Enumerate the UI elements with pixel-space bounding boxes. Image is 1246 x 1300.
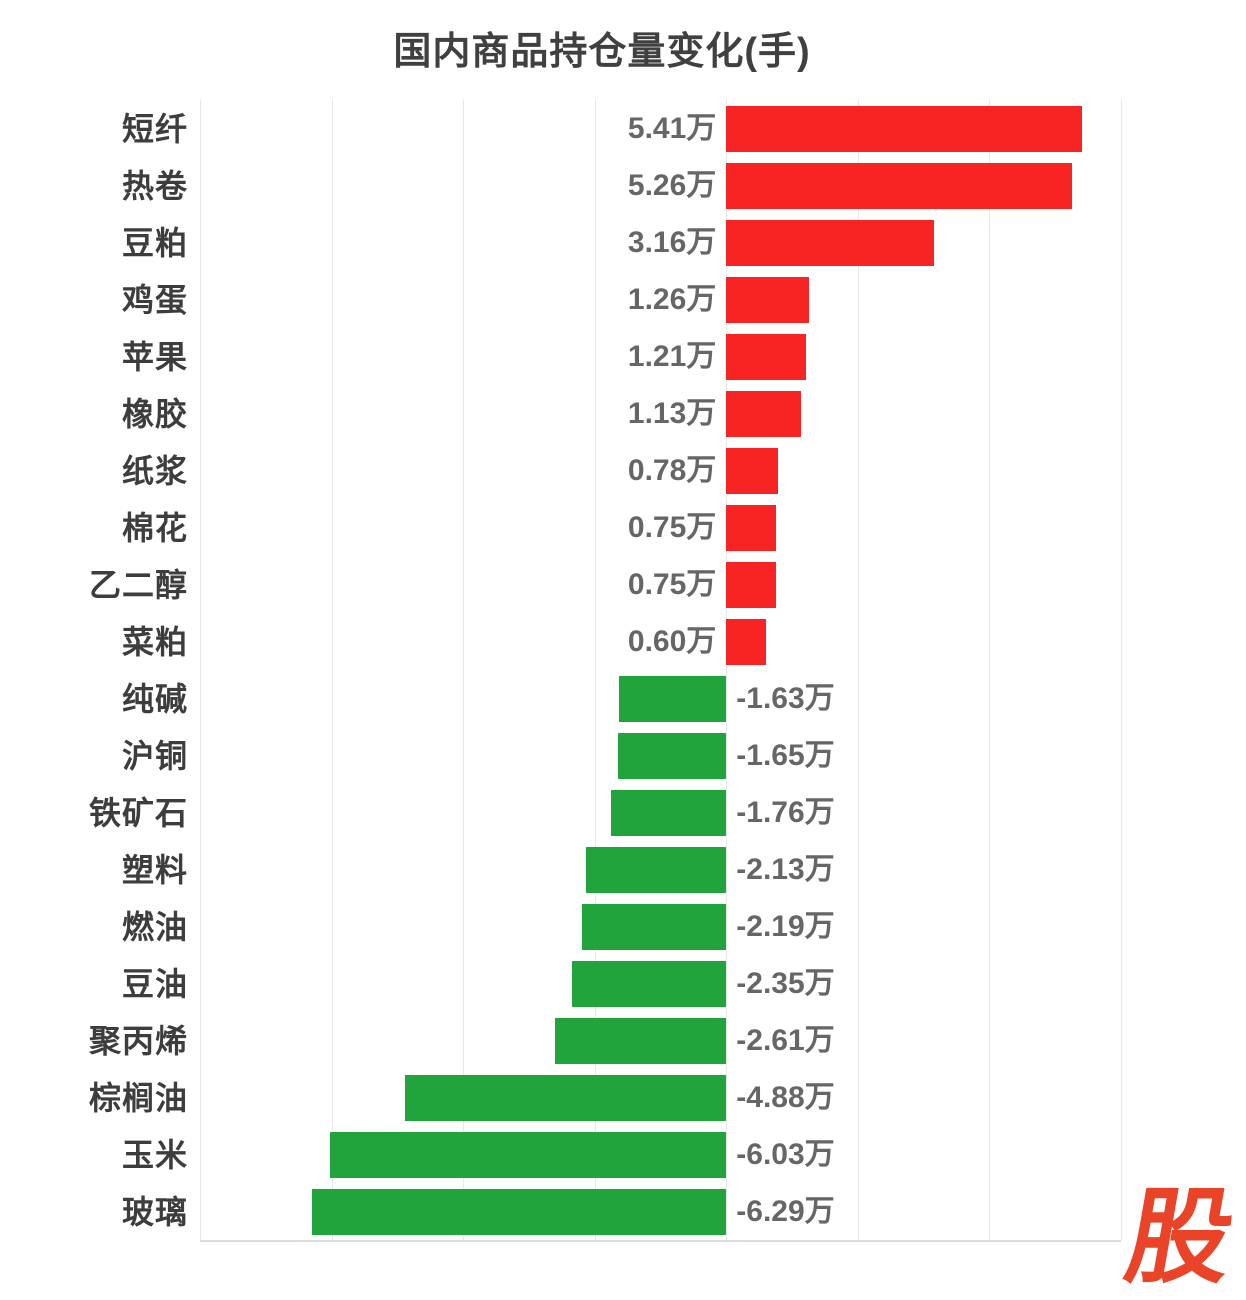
category-label: 沪铜 bbox=[121, 737, 188, 774]
bar-negative bbox=[610, 789, 727, 836]
bar-negative bbox=[329, 1131, 727, 1178]
value-label: -1.76万 bbox=[736, 795, 835, 829]
value-label: -2.13万 bbox=[736, 852, 835, 886]
bar-negative bbox=[582, 903, 727, 950]
bar-positive bbox=[726, 561, 776, 608]
value-label: 3.16万 bbox=[627, 225, 717, 259]
bar-negative bbox=[617, 732, 727, 779]
bar-negative bbox=[405, 1074, 727, 1121]
bar-positive bbox=[726, 390, 801, 437]
gridline bbox=[594, 99, 596, 1240]
category-label: 豆油 bbox=[121, 965, 188, 1002]
category-label: 玻璃 bbox=[121, 1193, 188, 1230]
bar-positive bbox=[726, 504, 776, 551]
gridline bbox=[1121, 99, 1122, 1240]
category-label: 燃油 bbox=[121, 908, 188, 945]
bar-positive bbox=[726, 162, 1073, 209]
value-label: -6.29万 bbox=[736, 1194, 835, 1228]
value-label: -2.61万 bbox=[736, 1023, 835, 1057]
gridline bbox=[463, 99, 465, 1240]
category-label: 聚丙烯 bbox=[88, 1022, 188, 1059]
gridline bbox=[989, 99, 991, 1240]
value-label: 5.26万 bbox=[627, 168, 717, 202]
chart-title: 国内商品持仓量变化(手) bbox=[393, 31, 811, 73]
category-label: 塑料 bbox=[121, 851, 188, 888]
bar-negative bbox=[586, 846, 727, 893]
category-label: 橡胶 bbox=[121, 395, 188, 432]
category-label: 鸡蛋 bbox=[121, 281, 188, 318]
bar-positive bbox=[726, 333, 806, 380]
category-label: 豆粕 bbox=[121, 224, 188, 261]
value-label: 5.41万 bbox=[627, 111, 717, 145]
category-label: 棉花 bbox=[121, 509, 188, 546]
brand-logo-gu-icon: 股 bbox=[1117, 1180, 1243, 1296]
value-label: -2.19万 bbox=[736, 909, 835, 943]
category-label: 铁矿石 bbox=[88, 794, 188, 831]
value-label: 0.75万 bbox=[627, 510, 717, 544]
bar-positive bbox=[726, 276, 810, 323]
category-label: 短纤 bbox=[121, 110, 188, 147]
value-label: -2.35万 bbox=[736, 966, 835, 1000]
category-label: 纯碱 bbox=[121, 680, 188, 717]
gridline bbox=[726, 99, 728, 1240]
category-label: 乙二醇 bbox=[88, 566, 188, 603]
bar-positive bbox=[726, 105, 1083, 152]
value-label: -1.63万 bbox=[736, 681, 835, 715]
value-label: 0.75万 bbox=[627, 567, 717, 601]
category-label: 热卷 bbox=[121, 167, 188, 204]
bar-positive bbox=[726, 219, 935, 266]
value-label: -1.65万 bbox=[736, 738, 835, 772]
value-label: 1.13万 bbox=[627, 396, 717, 430]
x-axis-line bbox=[200, 1240, 1121, 1242]
value-label: 1.21万 bbox=[627, 339, 717, 373]
value-label: 0.78万 bbox=[627, 453, 717, 487]
bar-positive bbox=[726, 618, 766, 665]
value-label: -4.88万 bbox=[736, 1080, 835, 1114]
bar-negative bbox=[619, 675, 727, 722]
bar-negative bbox=[554, 1017, 727, 1064]
category-label: 玉米 bbox=[121, 1136, 188, 1173]
category-label: 棕榈油 bbox=[88, 1079, 188, 1116]
bar-negative bbox=[312, 1188, 727, 1235]
category-label: 苹果 bbox=[121, 338, 188, 375]
value-label: 1.26万 bbox=[627, 282, 717, 316]
bar-negative bbox=[571, 960, 727, 1007]
gridline bbox=[331, 99, 333, 1240]
value-label: 0.60万 bbox=[627, 624, 717, 658]
bar-positive bbox=[726, 447, 778, 494]
value-label: -6.03万 bbox=[736, 1137, 835, 1171]
category-label: 菜粕 bbox=[121, 623, 188, 660]
gridline bbox=[857, 99, 859, 1240]
category-label: 纸浆 bbox=[121, 452, 188, 489]
gridline bbox=[200, 99, 201, 1240]
